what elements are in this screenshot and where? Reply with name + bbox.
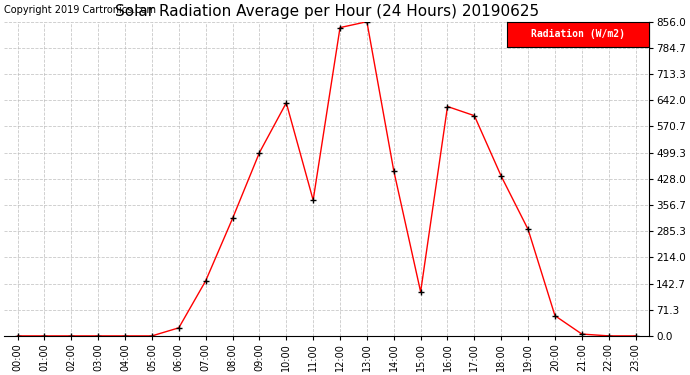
Text: Copyright 2019 Cartronics.com: Copyright 2019 Cartronics.com — [4, 6, 156, 15]
Title: Solar Radiation Average per Hour (24 Hours) 20190625: Solar Radiation Average per Hour (24 Hou… — [115, 4, 539, 19]
